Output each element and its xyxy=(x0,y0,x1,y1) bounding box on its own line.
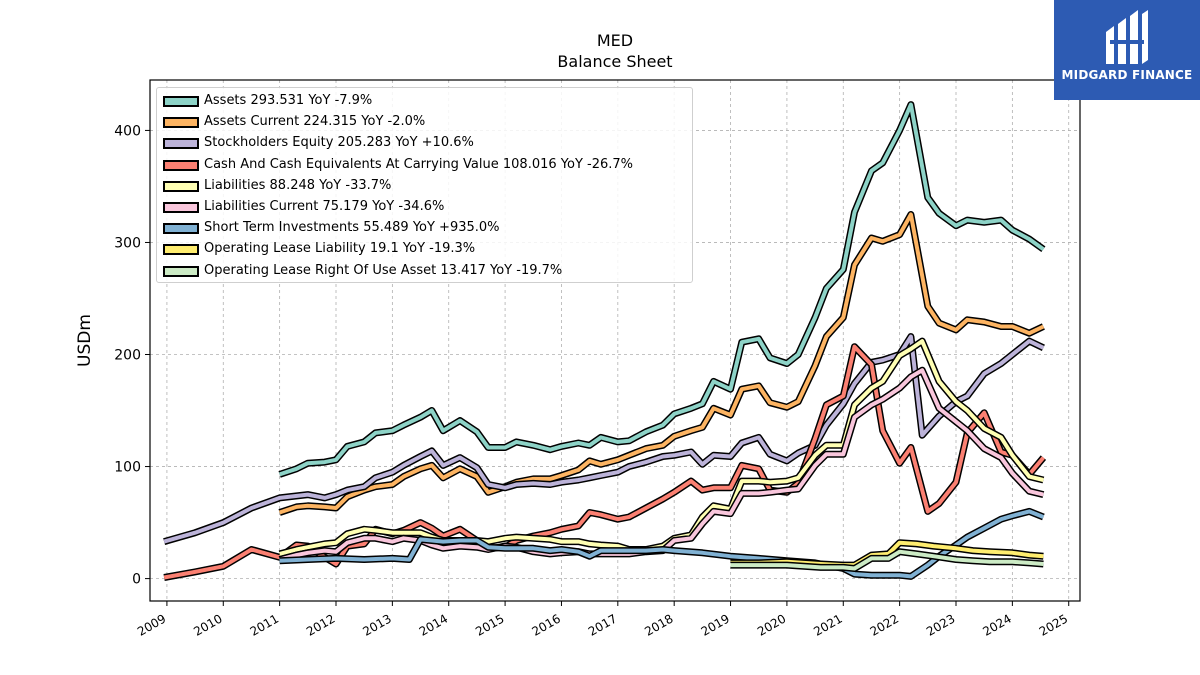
legend-label: Liabilities 88.248 YoY -33.7% xyxy=(204,177,392,193)
series-line-8 xyxy=(730,549,1044,571)
legend-swatch xyxy=(163,138,199,150)
legend-swatch xyxy=(163,117,199,129)
x-tick-label: 2020 xyxy=(755,611,788,638)
chart-subtitle: Balance Sheet xyxy=(557,52,673,71)
y-tick-label: 100 xyxy=(114,460,141,476)
x-tick-label: 2012 xyxy=(304,611,337,638)
legend-item: Liabilities Current 75.179 YoY -34.6% xyxy=(157,197,692,218)
x-tick-label: 2016 xyxy=(530,611,563,638)
x-tick-label: 2009 xyxy=(135,611,168,638)
x-tick-label: 2021 xyxy=(811,611,844,638)
legend-swatch xyxy=(163,180,199,192)
legend-label: Operating Lease Right Of Use Asset 13.41… xyxy=(204,262,563,278)
legend-label: Stockholders Equity 205.283 YoY +10.6% xyxy=(204,135,474,151)
legend-item: Liabilities 88.248 YoY -33.7% xyxy=(157,176,692,197)
brand-logo: MIDGARD FINANCE xyxy=(1054,0,1200,100)
legend-item: Stockholders Equity 205.283 YoY +10.6% xyxy=(157,133,692,154)
y-tick-label: 200 xyxy=(114,348,141,364)
legend-label: Operating Lease Liability 19.1 YoY -19.3… xyxy=(204,241,476,257)
plot-frame xyxy=(149,79,1081,602)
x-tick-label: 2023 xyxy=(924,611,957,638)
y-axis-label: USDm xyxy=(75,314,95,367)
legend-swatch xyxy=(163,201,199,213)
x-tick-label: 2011 xyxy=(248,611,281,638)
x-tick-label: 2022 xyxy=(868,611,901,638)
legend-label: Assets 293.531 YoY -7.9% xyxy=(204,93,373,108)
legend-swatch xyxy=(163,96,199,107)
x-tick-label: 2019 xyxy=(699,611,732,638)
legend-item: Assets 293.531 YoY -7.9% xyxy=(157,91,692,112)
y-tick-label: 400 xyxy=(114,123,141,139)
x-tick-label: 2013 xyxy=(360,611,393,638)
legend-item: Operating Lease Right Of Use Asset 13.41… xyxy=(157,261,692,282)
chart-title: MED xyxy=(596,31,634,50)
series-line-2 xyxy=(163,334,1045,544)
logo-mark-icon xyxy=(1106,10,1148,64)
series-line-0 xyxy=(278,102,1045,477)
y-tick-label: 300 xyxy=(114,235,141,251)
y-tick-label: 0 xyxy=(132,572,141,588)
legend-item: Assets Current 224.315 YoY -2.0% xyxy=(157,112,692,133)
legend-label: Short Term Investments 55.489 YoY +935.0… xyxy=(204,220,500,236)
x-tick-label: 2017 xyxy=(586,611,619,638)
logo-text: MIDGARD FINANCE xyxy=(1061,68,1193,82)
legend-swatch xyxy=(163,159,199,171)
x-tick-label: 2025 xyxy=(1037,611,1070,638)
legend-swatch xyxy=(163,265,199,277)
legend-item: Short Term Investments 55.489 YoY +935.0… xyxy=(157,218,692,239)
x-tick-label: 2015 xyxy=(473,611,506,638)
x-tick-label: 2018 xyxy=(642,611,675,638)
legend-item: Cash And Cash Equivalents At Carrying Va… xyxy=(157,155,692,176)
legend-swatch xyxy=(163,244,199,256)
legend-label: Liabilities Current 75.179 YoY -34.6% xyxy=(204,198,445,214)
x-tick-label: 2010 xyxy=(191,611,224,638)
legend-swatch xyxy=(163,223,199,235)
legend-label: Assets Current 224.315 YoY -2.0% xyxy=(204,114,426,130)
x-tick-label: 2024 xyxy=(980,611,1013,638)
x-tick-label: 2014 xyxy=(417,611,450,638)
legend-label: Cash And Cash Equivalents At Carrying Va… xyxy=(204,156,633,172)
legend-item: Operating Lease Liability 19.1 YoY -19.3… xyxy=(157,239,692,260)
series-line-3 xyxy=(163,344,1045,580)
series-line-1 xyxy=(278,212,1045,515)
chart-legend: Assets 293.531 YoY -7.9% Assets Current 2… xyxy=(156,87,693,283)
